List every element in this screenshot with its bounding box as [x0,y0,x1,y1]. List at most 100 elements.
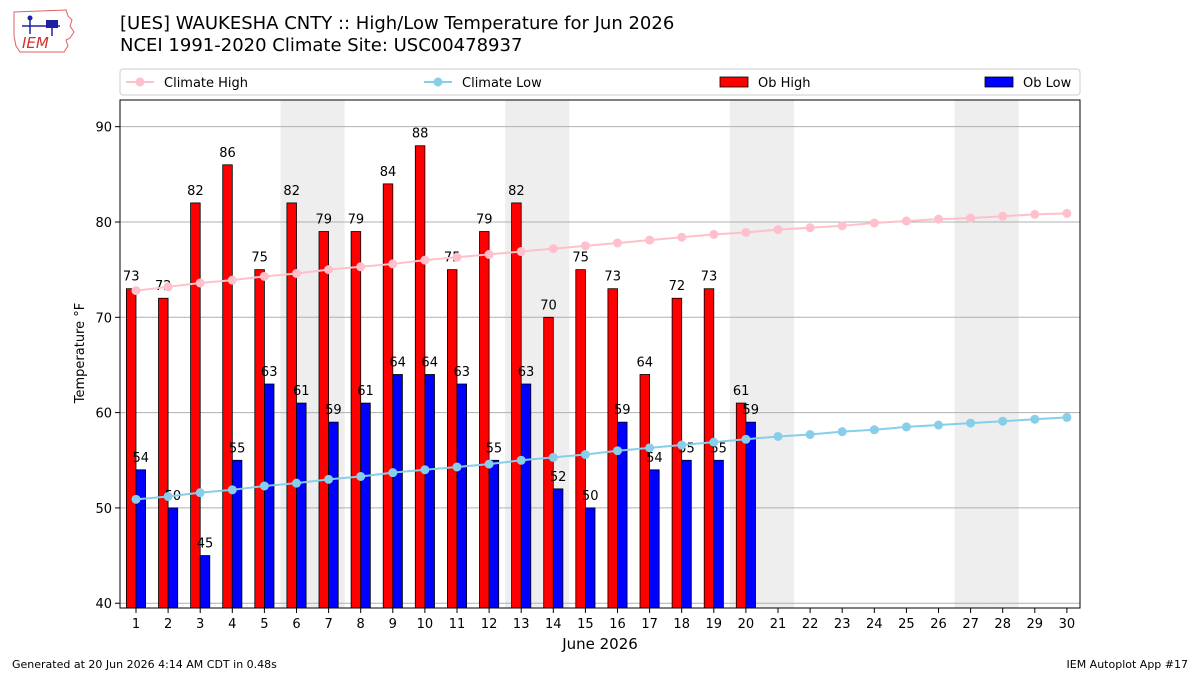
climate-low-point-18 [677,440,687,450]
climate-low-point-27 [966,418,976,428]
y-tick-label-40: 40 [95,597,112,612]
climate-high-point-20 [741,227,751,237]
y-tick-label-60: 60 [95,407,112,422]
x-tick-label-1: 1 [132,617,140,632]
climate-high-point-10 [420,255,430,265]
ob-low-bar-6 [296,402,307,609]
y-tick-label-70: 70 [95,311,112,326]
ob-low-label-11: 63 [454,365,471,380]
ob-low-label-17: 54 [646,451,663,466]
x-tick-label-3: 3 [196,617,204,632]
iowa-map-outline [13,9,75,53]
ob-low-label-4: 55 [229,441,246,456]
climate-low-point-12 [484,459,494,469]
ob-high-bar-20 [735,402,747,609]
logo-text: IEM [22,34,49,52]
title-line-1: [UES] WAUKESHA CNTY :: High/Low Temperat… [120,13,675,34]
plot-frame [119,99,1081,609]
climate-high-point-5 [259,271,269,281]
x-tick-label-4: 4 [228,617,236,632]
ob-low-label-14: 52 [550,470,567,485]
ob-low-bar-15 [585,507,596,609]
ob-high-bar-1 [126,288,137,609]
climate-low-point-3 [195,488,205,498]
ob-low-bar-12 [488,459,500,609]
climate-low-point-4 [227,485,237,495]
climate-low-point-22 [805,430,815,440]
ob-low-bar-13 [520,383,532,609]
climate-low-point-13 [516,455,526,465]
climate-low-point-17 [645,443,655,453]
climate-low-point-16 [613,446,622,456]
ob-low-label-15: 50 [582,489,599,504]
ob-high-bar-13 [511,202,522,609]
legend-box [119,68,1081,96]
x-tick-label-13: 13 [513,617,530,632]
x-tick-label-10: 10 [417,617,434,632]
ob-low-label-9: 64 [389,355,406,370]
climate-low-point-15 [580,450,590,460]
ob-high-bar-4 [222,164,233,609]
x-axis: 1 2 3 4 5 6 7 8 9 10 11 12 13 14 15 16 17 18 19 20 21 22 23 24 2… [132,608,1075,632]
x-tick-label-20: 20 [738,617,755,632]
climate-high-point-7 [324,265,334,275]
climate-high-point-23 [837,221,847,231]
legend-label-ob-high: Ob High [758,76,811,91]
climate-high-point-21 [773,225,783,235]
ob-high-label-17: 64 [637,355,654,370]
x-tick-label-30: 30 [1059,617,1076,632]
ob-low-bar-4 [231,459,243,609]
ob-high-label-5: 75 [251,251,268,266]
climate-high-point-27 [966,213,976,223]
x-tick-label-29: 29 [1027,617,1044,632]
ob-low-label-8: 61 [357,384,374,399]
legend-swatch-ob-high [719,76,749,88]
ob-low-label-1: 54 [133,451,150,466]
x-tick-label-28: 28 [994,617,1011,632]
legend-label-climate-high: Climate High [164,76,248,91]
legend: Climate High Climate Low Ob High Ob Low [119,68,1081,96]
x-tick-label-21: 21 [770,617,787,632]
x-tick-label-22: 22 [802,617,819,632]
climate-low-point-25 [901,422,911,432]
climate-low-point-10 [420,465,430,475]
climate-low-point-1 [131,494,141,504]
climate-high-point-25 [901,216,911,226]
ob-high-label-20: 61 [733,384,750,399]
bars [126,145,756,609]
ob-low-bar-5 [263,383,275,609]
ob-high-label-4: 86 [219,146,236,161]
x-axis-label: June 2026 [561,635,638,653]
climate-high-point-11 [452,252,462,262]
ob-low-label-7: 59 [325,403,342,418]
ob-low-label-12: 55 [486,441,503,456]
climate-low-point-7 [324,474,334,484]
x-tick-label-24: 24 [866,617,883,632]
ob-high-label-6: 82 [283,184,300,199]
ob-high-bar-5 [254,269,265,609]
generated-timestamp: Generated at 20 Jun 2026 4:14 AM CDT in … [12,658,277,671]
ob-high-label-3: 82 [187,184,204,199]
climate-high-line [135,212,1067,292]
ob-low-bar-19 [713,459,724,609]
x-tick-label-8: 8 [357,617,365,632]
x-tick-label-9: 9 [389,617,397,632]
ob-low-label-10: 64 [421,355,438,370]
ob-high-bar-10 [414,145,426,609]
x-tick-label-27: 27 [962,617,979,632]
ob-low-label-3: 45 [197,537,214,552]
x-tick-label-7: 7 [324,617,332,632]
climate-high-point-29 [1030,209,1040,219]
climate-low-point-6 [292,478,301,488]
climate-low-point-29 [1030,414,1040,424]
climate-low-point-20 [741,434,751,444]
y-tick-label-50: 50 [95,502,112,517]
climate-high-point-13 [516,247,526,257]
legend-label-ob-low: Ob Low [1023,76,1072,91]
x-tick-label-11: 11 [449,617,466,632]
x-tick-label-18: 18 [673,617,690,632]
ob-low-bar-3 [199,555,211,609]
ob-high-bar-17 [639,374,651,609]
climate-high-point-14 [548,244,558,254]
y-axis: 40 50 60 70 80 90 [95,121,120,612]
